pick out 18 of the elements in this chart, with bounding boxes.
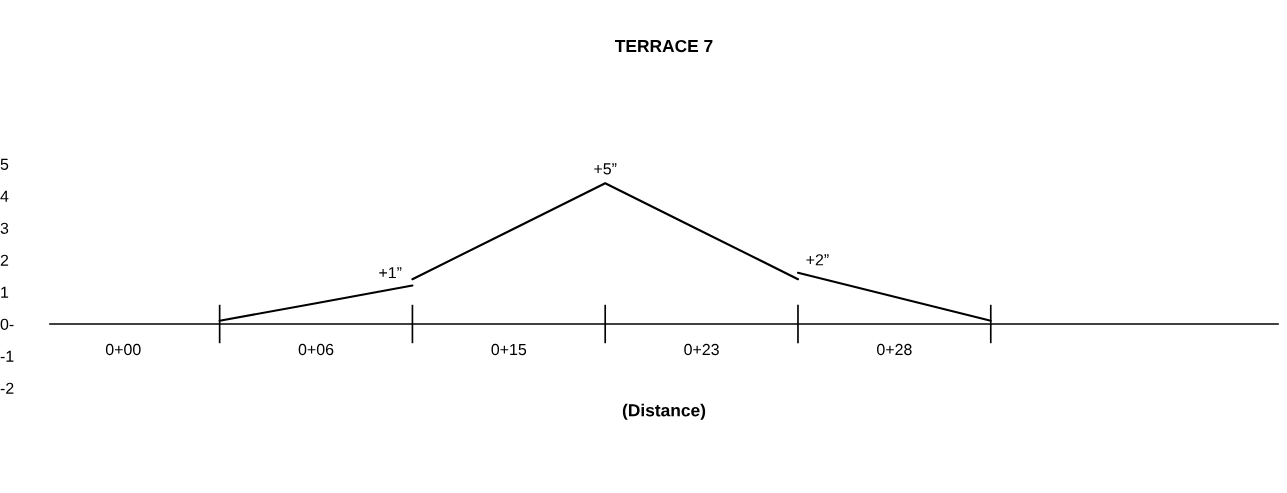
x-tick-label: 0+00	[105, 343, 141, 356]
x-tick-label: 0+06	[298, 343, 334, 356]
y-tick-label: -2	[0, 382, 14, 394]
x-tick-label: 0+15	[491, 343, 527, 356]
annotation: +2”	[806, 254, 829, 266]
y-tick-label: 5	[0, 158, 9, 170]
x-tick-label: 0+23	[684, 343, 719, 356]
y-tick-label: 3	[0, 222, 9, 234]
y-tick-label: 1	[1, 286, 9, 298]
annotation: +1”	[379, 267, 402, 279]
y-tick-label: 2	[0, 254, 9, 266]
chart-title: TERRACE 7	[615, 39, 713, 53]
y-tick-label: 0-	[0, 318, 14, 330]
x-tick-label: 0+28	[877, 343, 912, 356]
y-tick-label: -1	[0, 350, 14, 362]
y-tick-label: 4	[0, 190, 9, 202]
annotation: +5”	[594, 163, 617, 175]
x-axis-title: (Distance)	[622, 403, 706, 420]
